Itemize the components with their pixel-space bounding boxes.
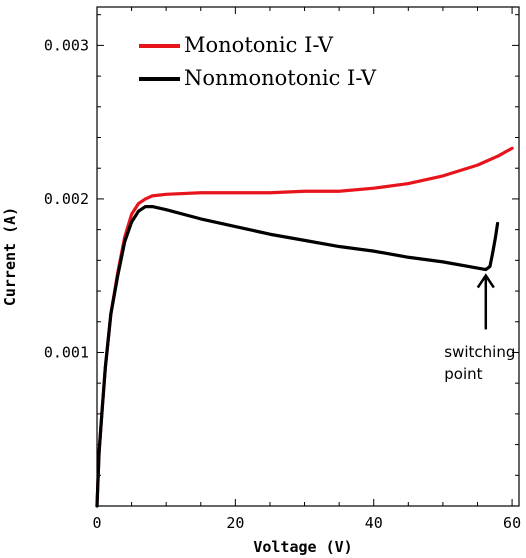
series-line-nonmonotonic (95, 205, 500, 508)
y-tick-label: 0.002 (44, 190, 89, 208)
series-line-monotonic (95, 146, 514, 508)
legend-label: Monotonic I-V (184, 33, 334, 57)
y-tick-label: 0.003 (44, 36, 89, 54)
x-tick-label: 40 (365, 514, 383, 532)
annotation-text: point (444, 365, 482, 383)
annotation-arrow-head (476, 273, 495, 289)
plot-frame (96, 6, 520, 507)
ticks-layer (96, 7, 519, 506)
labels-layer: 0 20 40 60 0.001 0.002 0.003 Voltage (V) Current… (1, 36, 521, 556)
legend: Monotonic I-V Nonmonotonic I-V (139, 33, 377, 90)
series-layer (95, 146, 514, 508)
annotation-text: switching (444, 343, 515, 361)
y-axis-title: Current (A) (1, 207, 19, 306)
x-tick-label: 60 (503, 514, 521, 532)
legend-label: Nonmonotonic I-V (184, 66, 377, 90)
x-tick-label: 20 (226, 514, 244, 532)
y-tick-label: 0.001 (44, 343, 89, 361)
x-tick-label: 0 (92, 514, 101, 532)
annotation-layer: switching point (444, 273, 515, 383)
x-axis-title: Voltage (V) (253, 538, 352, 556)
